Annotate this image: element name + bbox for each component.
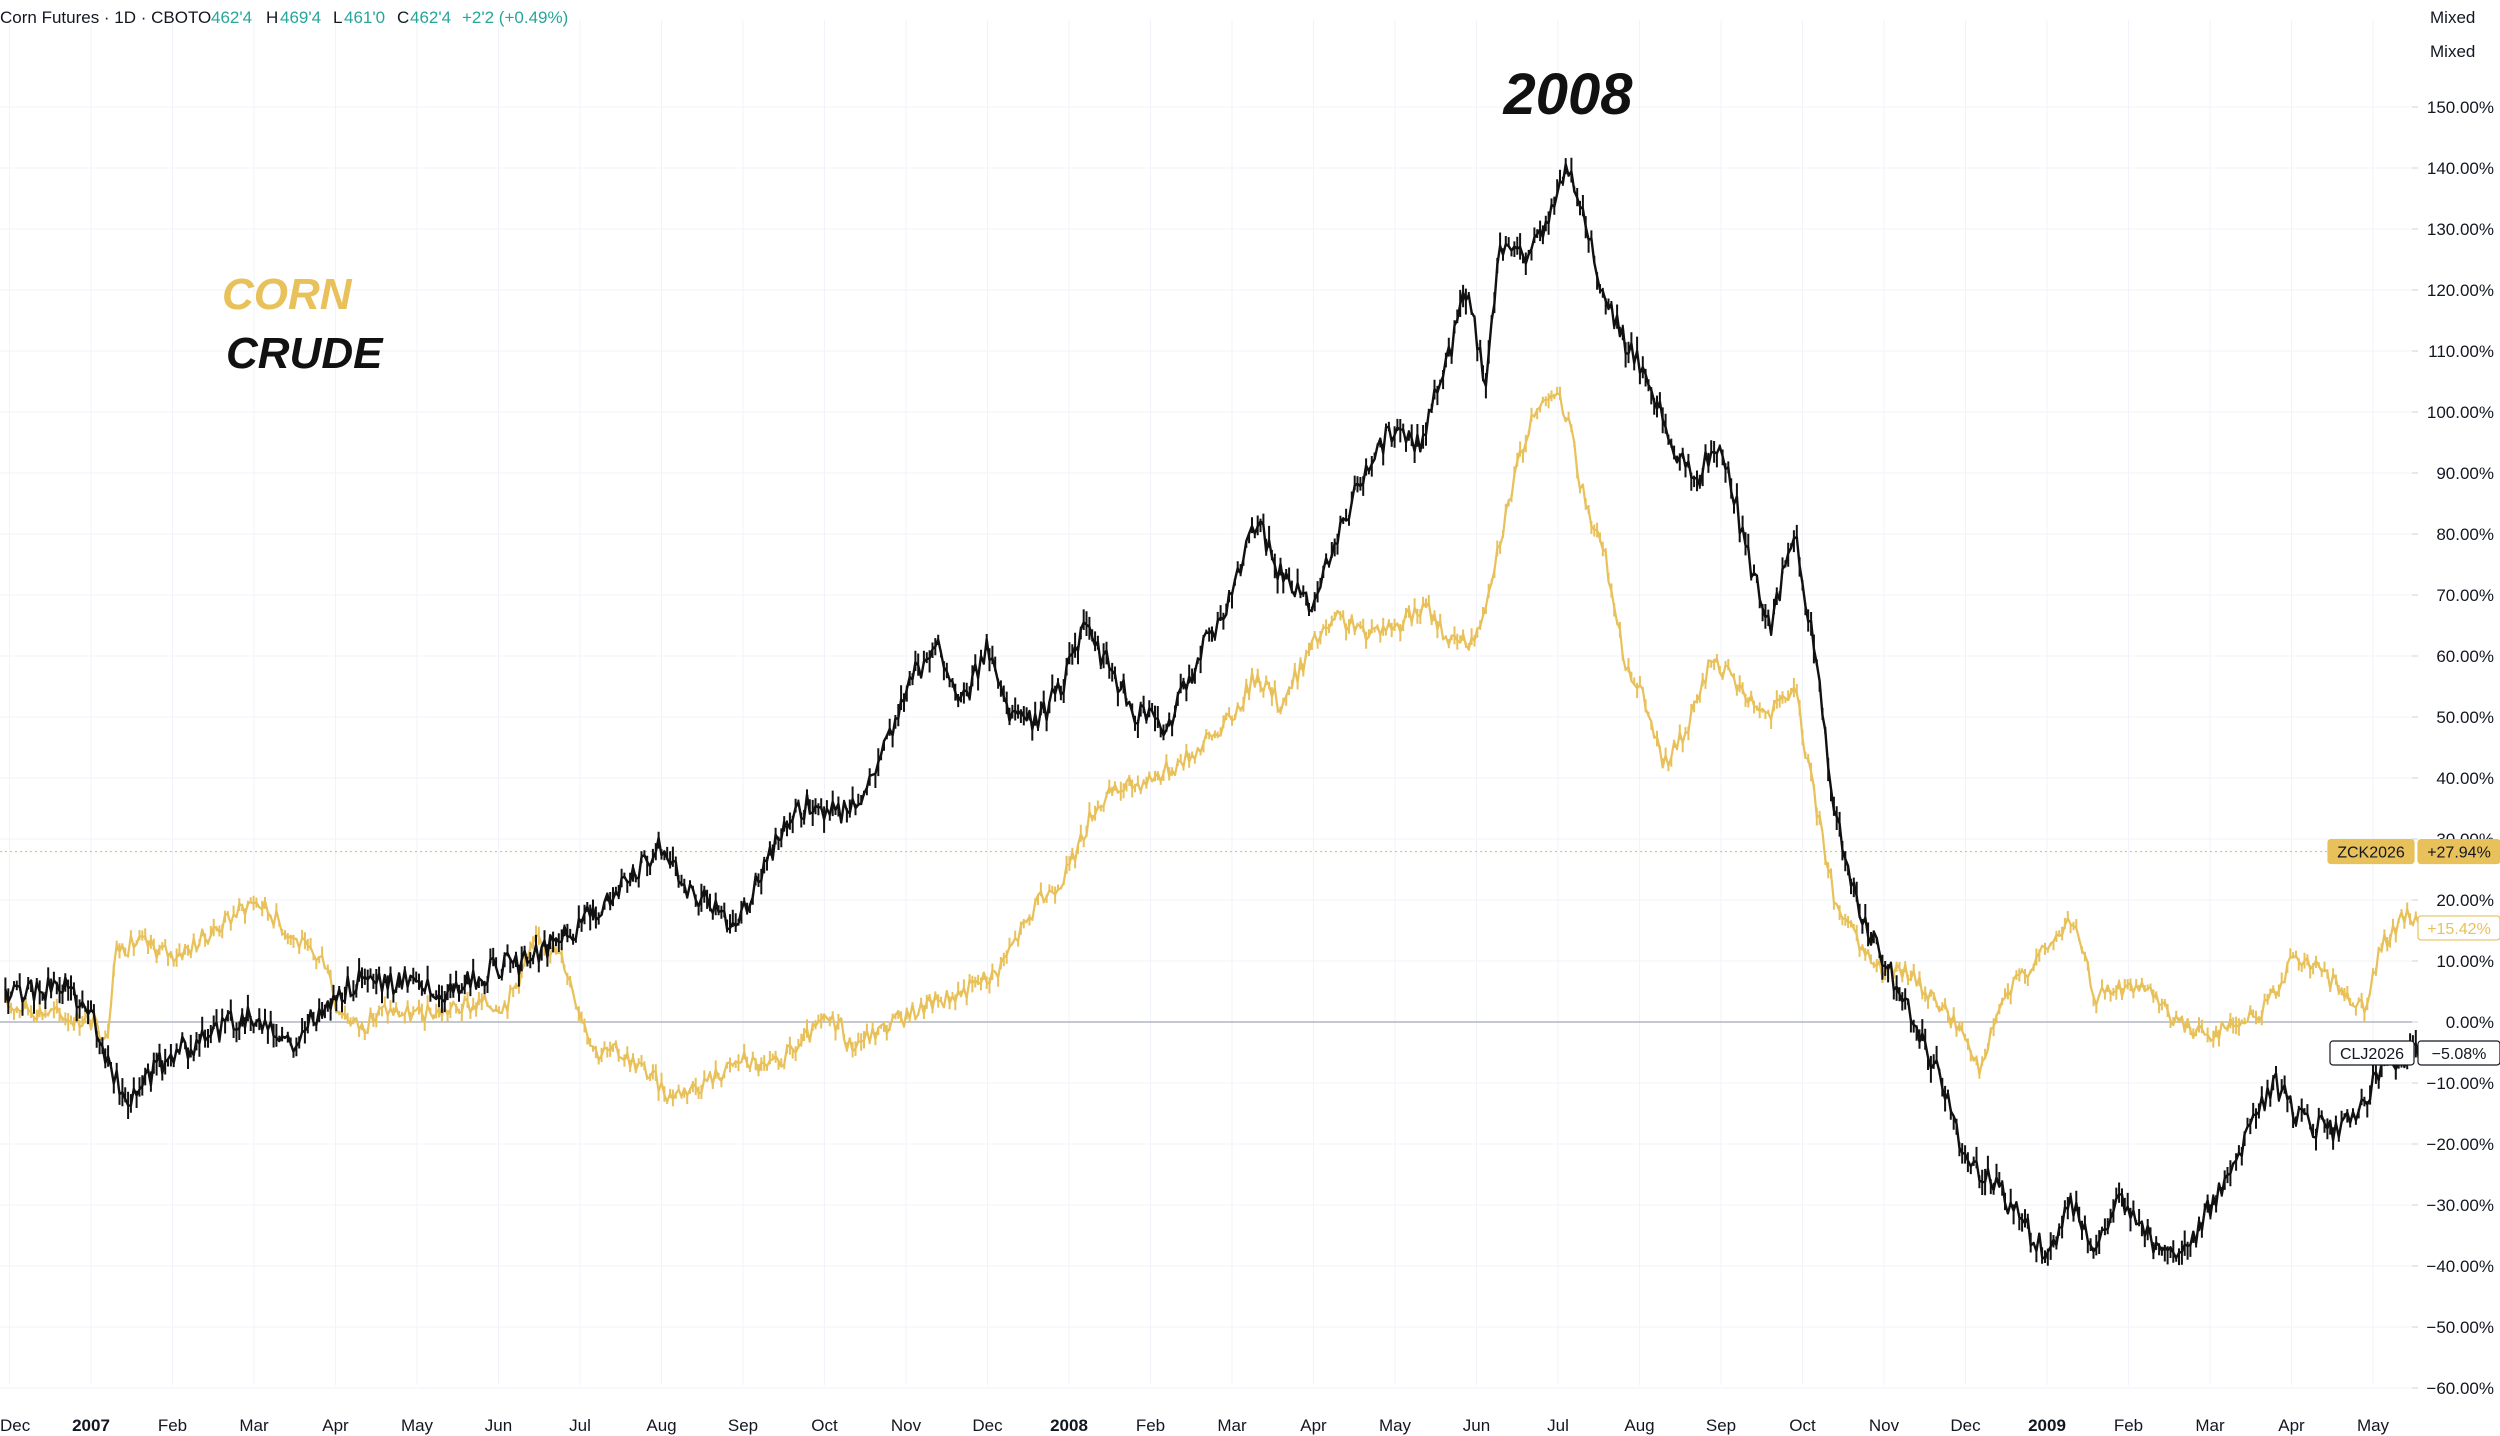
ohlc-low-value: 461'0 — [344, 8, 385, 27]
y-tick-label[interactable]: 0.00% — [2446, 1013, 2494, 1032]
x-tick-label[interactable]: Aug — [646, 1416, 676, 1435]
series-crude — [4, 157, 2423, 1266]
ohlc-change: +2'2 (+0.49%) — [462, 8, 568, 27]
y-tick-label[interactable]: 20.00% — [2436, 891, 2494, 910]
ohlc-high-value: 469'4 — [280, 8, 321, 27]
grid-lines — [0, 20, 2412, 1389]
y-tick-label[interactable]: −30.00% — [2426, 1196, 2494, 1215]
y-tick-label[interactable]: 110.00% — [2428, 342, 2494, 361]
y-tick-label[interactable]: 80.00% — [2436, 525, 2494, 544]
y-tick-label[interactable]: 10.00% — [2436, 952, 2494, 971]
x-tick-label[interactable]: Oct — [1789, 1416, 1816, 1435]
y-tick-label[interactable]: 140.00% — [2427, 159, 2494, 178]
crude-symbol-tag: CLJ2026 — [2340, 1046, 2404, 1063]
y-tick-label[interactable]: −40.00% — [2426, 1257, 2494, 1276]
x-tick-label[interactable]: Mar — [239, 1416, 269, 1435]
scale-mode-label-1[interactable]: Mixed — [2430, 8, 2475, 27]
x-tick-label[interactable]: May — [401, 1416, 434, 1435]
corn-last-tag-box — [2417, 915, 2500, 941]
x-tick-label[interactable]: Apr — [2278, 1416, 2305, 1435]
x-tick-label[interactable]: Jun — [485, 1416, 512, 1435]
y-tick-label[interactable]: −60.00% — [2426, 1379, 2494, 1398]
y-tick-label[interactable]: 150.00% — [2427, 98, 2494, 117]
ohlc-open-value: 462'4 — [211, 8, 252, 27]
x-tick-label[interactable]: Jul — [569, 1416, 591, 1435]
x-tick-label[interactable]: 2009 — [2028, 1416, 2066, 1435]
corn-symbol-tag-box — [2327, 838, 2415, 865]
legend-corn-label: CORN — [222, 270, 353, 319]
y-tick-label[interactable]: 70.00% — [2436, 586, 2494, 605]
x-tick-label[interactable]: Dec — [0, 1416, 31, 1435]
y-tick-label[interactable]: −10.00% — [2426, 1074, 2494, 1093]
x-tick-label[interactable]: May — [2357, 1416, 2390, 1435]
crude-value-tag-box — [2417, 1040, 2500, 1066]
scale-mode-label-2[interactable]: Mixed — [2430, 42, 2475, 61]
x-tick-label[interactable]: Oct — [811, 1416, 838, 1435]
ohlc-high-label: H — [266, 8, 278, 27]
y-tick-label[interactable]: 130.00% — [2427, 220, 2494, 239]
x-tick-label[interactable]: Mar — [2195, 1416, 2225, 1435]
x-tick-label[interactable]: 2007 — [72, 1416, 110, 1435]
x-tick-label[interactable]: Sep — [728, 1416, 758, 1435]
x-tick-label[interactable]: Nov — [891, 1416, 922, 1435]
legend-crude-label: CRUDE — [226, 329, 384, 378]
x-tick-label[interactable]: Feb — [1136, 1416, 1165, 1435]
corn-value-tag: +27.94% — [2427, 845, 2491, 862]
crude-symbol-tag-box — [2329, 1040, 2415, 1066]
x-tick-label[interactable]: Jun — [1463, 1416, 1490, 1435]
x-tick-label[interactable]: Feb — [158, 1416, 187, 1435]
y-tick-label[interactable]: −50.00% — [2426, 1318, 2494, 1337]
x-tick-label[interactable]: 2008 — [1050, 1416, 1088, 1435]
y-tick-label[interactable]: 90.00% — [2436, 464, 2494, 483]
header-symbol-info[interactable]: Corn Futures · 1D · CBOT — [0, 8, 198, 27]
time-scale[interactable]: Dec 2007 Feb Mar Apr May Jun Jul Aug Sep Oct Nov Dec… — [0, 1416, 2390, 1435]
corn-symbol-tag: ZCK2026 — [2337, 845, 2405, 862]
x-tick-label[interactable]: Feb — [2114, 1416, 2143, 1435]
series-bars-crude — [4, 157, 2423, 1266]
crude-value-tag: −5.08% — [2432, 1046, 2487, 1063]
price-labels: ZCK2026 +27.94% +15.42% CLJ2026 −5.08% — [2327, 838, 2500, 1066]
ohlc-open-label: O — [198, 8, 211, 27]
y-tick-label[interactable]: 120.00% — [2427, 281, 2494, 300]
ohlc-close-value: 462'4 — [410, 8, 451, 27]
y-tick-label[interactable]: 50.00% — [2436, 708, 2494, 727]
ohlc-readout: O 462'4 H 469'4 L 461'0 C 462'4 +2'2 (+0.49%) — [198, 8, 568, 27]
x-tick-label[interactable]: Aug — [1624, 1416, 1654, 1435]
x-tick-label[interactable]: Apr — [322, 1416, 349, 1435]
ohlc-low-label: L — [333, 8, 342, 27]
x-tick-label[interactable]: Dec — [1950, 1416, 1981, 1435]
x-tick-label[interactable]: Sep — [1706, 1416, 1736, 1435]
corn-last-tag: +15.42% — [2427, 921, 2491, 938]
y-tick-label[interactable]: 100.00% — [2427, 403, 2494, 422]
y-tick-label[interactable]: −20.00% — [2426, 1135, 2494, 1154]
series-layer — [4, 157, 2423, 1266]
corn-value-tag-box — [2417, 838, 2500, 865]
x-tick-label[interactable]: Apr — [1300, 1416, 1327, 1435]
x-tick-label[interactable]: Nov — [1869, 1416, 1900, 1435]
x-tick-label[interactable]: Jul — [1547, 1416, 1569, 1435]
y-tick-label[interactable]: 40.00% — [2436, 769, 2494, 788]
x-tick-label[interactable]: Dec — [972, 1416, 1003, 1435]
x-tick-label[interactable]: Mar — [1217, 1416, 1247, 1435]
year-title-annotation: 2008 — [1502, 62, 1633, 127]
y-tick-label[interactable]: 60.00% — [2436, 647, 2494, 666]
ohlc-close-label: C — [397, 8, 409, 27]
x-tick-label[interactable]: May — [1379, 1416, 1412, 1435]
